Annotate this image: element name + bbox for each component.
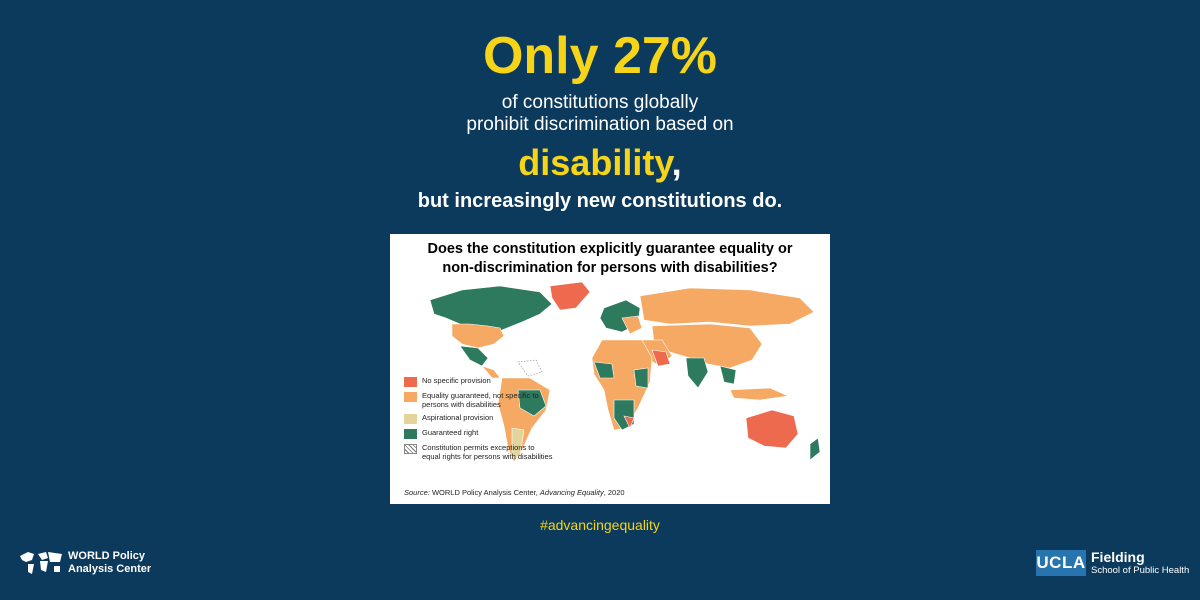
legend-item-equality-general: Equality guaranteed, not specific to per… [404, 391, 554, 409]
region-greenland [549, 281, 591, 311]
world-policy-text: WORLD Policy Analysis Center [68, 550, 151, 576]
legend-item-aspirational: Aspirational provision [404, 413, 554, 424]
source-year: , 2020 [603, 488, 625, 497]
ucla-wordmark: UCLA [1036, 550, 1086, 576]
region-caribbean-hatched [517, 359, 543, 377]
region-central-america [481, 365, 501, 379]
region-new-zealand [809, 437, 821, 461]
region-argentina-aspirational [511, 427, 525, 459]
legend-item-guaranteed: Guaranteed right [404, 428, 554, 439]
legend-item-no-provision: No specific provision [404, 376, 554, 387]
map-panel: Does the constitution explicitly guarant… [390, 234, 830, 504]
map-source: Source: WORLD Policy Analysis Center, Ad… [404, 488, 625, 497]
world-policy-line-2: Analysis Center [68, 563, 152, 575]
world-map-icon [20, 552, 62, 574]
world-policy-logo: WORLD Policy Analysis Center [18, 548, 151, 578]
region-brazil-guaranteed [517, 389, 547, 417]
legend-swatch [404, 429, 417, 439]
hashtag: #advancingequality [540, 517, 660, 533]
map-title: Does the constitution explicitly guarant… [390, 240, 830, 278]
subtitle-line-1: of constitutions globally [501, 92, 699, 113]
legend-swatch [404, 377, 417, 387]
source-org: WORLD Policy Analysis Center, [429, 488, 540, 497]
map-title-line-1: Does the constitution explicitly guarant… [427, 241, 793, 257]
legend-label: Aspirational provision [422, 413, 494, 422]
keyword-line: disability, [0, 142, 1200, 184]
region-north-america [429, 285, 553, 339]
region-australia [745, 409, 799, 449]
ucla-fielding-logo: UCLA Fielding School of Public Health [1036, 550, 1189, 576]
legend-swatch [404, 414, 417, 424]
legend-label: Equality guaranteed, not specific to per… [422, 391, 539, 409]
legend-label: Constitution permits exceptions to equal… [422, 443, 553, 461]
keyword-comma: , [671, 142, 682, 183]
fielding-line-2: School of Public Health [1091, 565, 1190, 576]
world-map [429, 281, 821, 463]
region-saudi [651, 349, 671, 367]
region-africa-guaranteed-west [593, 361, 615, 379]
region-africa-guaranteed-east [633, 367, 649, 389]
fielding-line-1: Fielding [1091, 549, 1145, 565]
region-mexico [459, 345, 489, 367]
region-africa-red [623, 415, 635, 429]
map-title-line-2: non-discrimination for persons with disa… [442, 260, 778, 276]
region-southeast-asia [719, 365, 737, 385]
legend-label: Guaranteed right [422, 428, 479, 437]
region-europe-east [621, 315, 643, 335]
legend-swatch-hatched [404, 444, 417, 454]
source-prefix: Source: [404, 488, 430, 497]
headline: Only 27% [482, 27, 718, 85]
legend-item-exceptions: Constitution permits exceptions to equal… [404, 443, 554, 461]
keyword: disability [518, 142, 672, 183]
region-india [685, 357, 709, 389]
world-policy-line-1: WORLD Policy [68, 550, 146, 562]
legend-swatch [404, 392, 417, 402]
region-indonesia [729, 387, 790, 401]
legend-label: No specific provision [422, 376, 491, 385]
map-legend: No specific provision Equality guarantee… [404, 376, 554, 465]
fielding-text: Fielding School of Public Health [1091, 549, 1190, 577]
tagline: but increasingly new constitutions do. [417, 190, 783, 212]
region-africa [591, 339, 653, 431]
source-title: Advancing Equality [539, 488, 604, 497]
region-russia [639, 287, 815, 327]
region-usa [451, 323, 505, 349]
subtitle-line-2: prohibit discrimination based on [466, 114, 734, 135]
